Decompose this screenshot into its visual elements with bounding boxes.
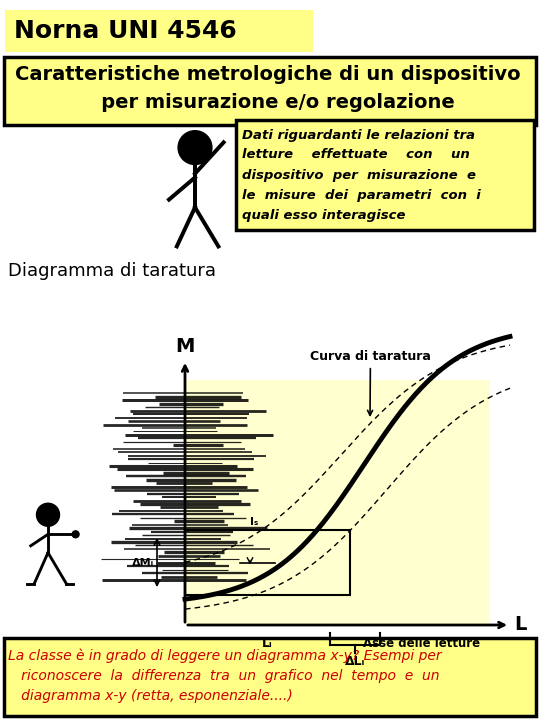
- Text: Asse delle letture: Asse delle letture: [363, 637, 480, 650]
- Text: Iₛ: Iₛ: [250, 517, 258, 527]
- Text: Lᵢ: Lᵢ: [261, 637, 272, 650]
- Text: L: L: [514, 616, 526, 634]
- Text: ΔLᵢ: ΔLᵢ: [345, 655, 365, 668]
- Circle shape: [72, 531, 79, 538]
- Text: Norna UNI 4546: Norna UNI 4546: [14, 19, 237, 43]
- Circle shape: [178, 131, 212, 164]
- Circle shape: [37, 503, 59, 526]
- Text: Dati riguardanti le relazioni tra
letture    effettuate    con    un
dispositivo: Dati riguardanti le relazioni tra lettur…: [242, 128, 481, 222]
- Bar: [185, 380, 490, 625]
- Text: Caratteristiche metrologiche di un dispositivo
   per misurazione e/o regolazion: Caratteristiche metrologiche di un dispo…: [15, 66, 521, 112]
- Bar: [5, 10, 313, 52]
- Text: La classe è in grado di leggere un diagramma x-y? Esempi per
   riconoscere  la : La classe è in grado di leggere un diagr…: [8, 649, 442, 703]
- Bar: [4, 638, 536, 716]
- Text: Diagramma di taratura: Diagramma di taratura: [8, 262, 216, 280]
- Text: ΔMᵢ: ΔMᵢ: [132, 557, 154, 567]
- Bar: [185, 530, 350, 595]
- Bar: [4, 57, 536, 125]
- Bar: [236, 120, 534, 230]
- Text: M: M: [176, 337, 195, 356]
- Text: Curva di taratura: Curva di taratura: [310, 350, 431, 415]
